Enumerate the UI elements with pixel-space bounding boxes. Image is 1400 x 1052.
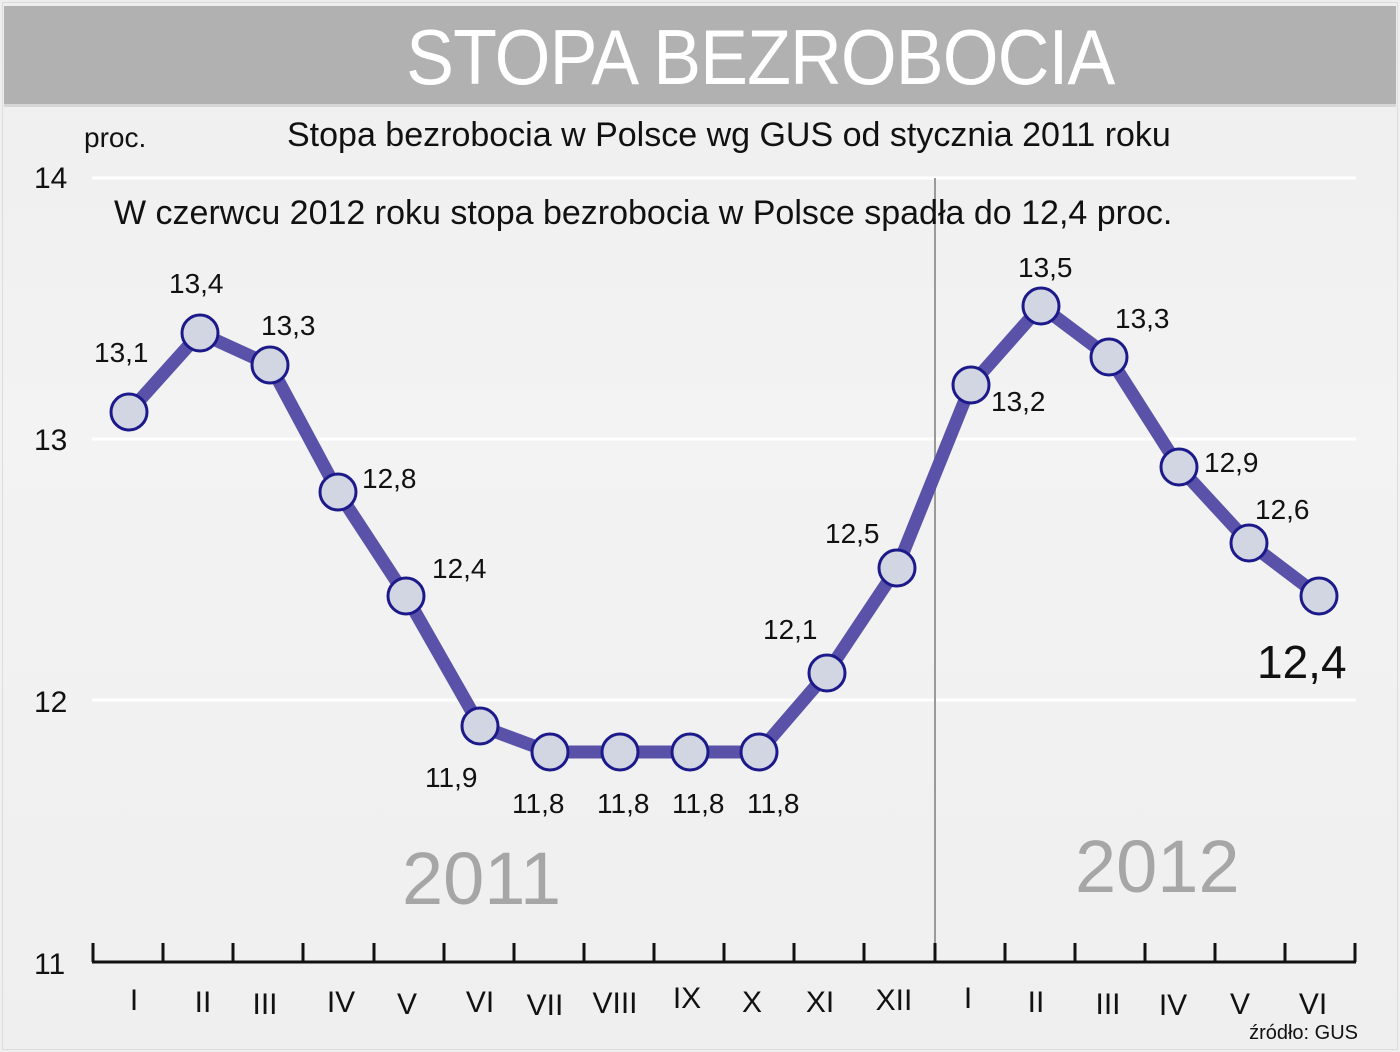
data-label: 11,8 [597,788,649,819]
x-tick-label: I [964,982,972,1015]
data-point[interactable] [1159,447,1199,487]
chart-subtitle: Stopa bezrobocia w Polsce wg GUS od styc… [287,116,1171,154]
data-point[interactable] [180,313,220,353]
x-tick-label: V [397,988,417,1021]
data-point[interactable] [739,732,779,772]
data-point[interactable] [318,472,358,512]
data-point[interactable] [1229,523,1269,563]
data-label: 13,3 [1115,303,1170,334]
banner-title: STOPA BEZROBOCIA [406,13,1115,101]
y-tick-13: 13 [34,424,68,457]
data-label: 11,8 [747,788,799,819]
y-tick-12: 12 [34,686,68,719]
data-label: 12,8 [362,463,417,494]
source-label: źródło: GUS [1249,1022,1358,1044]
data-label: 13,5 [1018,252,1073,283]
data-point[interactable] [600,732,640,772]
highlight-value-label: 12,4 [1257,636,1347,688]
x-tick-label: V [1230,988,1250,1021]
data-markers [109,286,1339,772]
x-tick-label: X [742,986,762,1019]
x-tick-label: III [252,988,277,1021]
x-tick-label: I [130,984,138,1017]
data-point[interactable] [386,576,426,616]
data-point[interactable] [109,392,149,432]
y-tick-11: 11 [34,948,66,981]
data-label: 11,9 [425,762,477,793]
data-point[interactable] [460,706,500,746]
y-tick-14: 14 [34,162,68,195]
data-point[interactable] [670,732,710,772]
x-tick-label: III [1095,988,1120,1021]
data-label: 13,1 [94,337,149,368]
x-tick-label: II [195,986,212,1019]
data-label: 12,1 [763,614,818,645]
x-axis [91,943,1357,964]
x-tick-label: VII [527,989,564,1022]
data-label: 12,9 [1204,447,1259,478]
data-label: 11,8 [672,788,724,819]
data-label: 11,8 [512,788,564,819]
x-tick-label: VI [1299,988,1327,1021]
data-point[interactable] [1021,286,1061,326]
data-label: 12,4 [432,553,487,584]
x-tick-label: IV [327,986,355,1019]
data-point[interactable] [1299,576,1339,616]
title-banner: STOPA BEZROBOCIA [4,6,1396,107]
data-label: 13,2 [991,386,1046,417]
data-label: 13,3 [261,310,316,341]
year-label-2012: 2012 [1075,825,1240,908]
series-line [124,299,1323,759]
x-tick-label: VI [466,986,494,1019]
data-point[interactable] [250,345,290,385]
data-point[interactable] [951,365,991,405]
data-point[interactable] [1089,337,1129,377]
data-point[interactable] [807,653,847,693]
data-labels: 13,1 13,4 13,3 12,8 12,4 11,9 11,8 11,8 … [94,252,1347,819]
x-tick-label: XII [876,984,913,1017]
x-tick-label: VIII [592,987,637,1020]
x-tick-labels: I II III IV V VI VII VIII IX X XI XII I … [130,982,1327,1022]
data-label: 12,5 [825,518,880,549]
x-tick-label: IX [673,982,701,1015]
x-tick-label: XI [806,986,834,1019]
y-axis-unit: proc. [84,122,147,153]
data-point[interactable] [877,548,917,588]
x-tick-label: IV [1159,989,1187,1022]
data-label: 12,6 [1255,494,1310,525]
x-tick-label: II [1028,986,1045,1019]
data-point[interactable] [530,732,570,772]
year-label-2011: 2011 [402,837,562,920]
chart-note: W czerwcu 2012 roku stopa bezrobocia w P… [114,194,1173,232]
data-label: 13,4 [169,268,224,299]
